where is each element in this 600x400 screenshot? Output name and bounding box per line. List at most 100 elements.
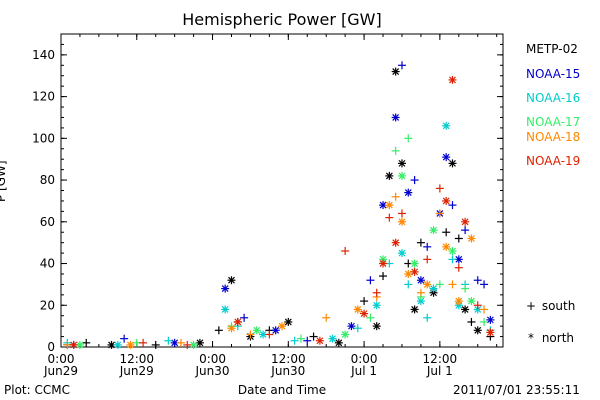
point-stroke — [423, 280, 431, 288]
point-stroke — [348, 322, 355, 330]
point-stroke — [398, 218, 406, 226]
north-point — [404, 188, 413, 197]
point-stroke — [272, 326, 280, 334]
south-point — [366, 313, 375, 322]
x-tick-label-date: Jun29 — [119, 364, 154, 378]
south-point — [391, 146, 400, 155]
point-stroke — [442, 197, 450, 205]
x-tick-label-date: Jul 1 — [426, 364, 453, 378]
point-stroke — [329, 335, 336, 343]
y-tick-label: 60 — [40, 215, 55, 229]
north-point — [461, 305, 470, 314]
south-point — [416, 288, 425, 297]
south-point — [448, 255, 457, 264]
point-stroke — [196, 339, 204, 347]
south-point — [385, 213, 394, 222]
south-point — [480, 305, 489, 314]
north-point — [442, 153, 451, 162]
south-point — [473, 276, 482, 285]
north-point — [328, 334, 337, 343]
north-point — [189, 340, 198, 349]
south-point — [265, 330, 274, 339]
point-stroke — [385, 201, 393, 209]
point-stroke — [398, 172, 406, 180]
point-stroke — [474, 306, 482, 313]
north-point — [448, 159, 457, 168]
legend-item-noaa-17: NOAA-17 — [526, 115, 581, 129]
north-point — [372, 322, 381, 331]
south-point — [120, 334, 129, 343]
south-point — [467, 317, 476, 326]
north-point — [404, 269, 413, 278]
south-point — [82, 338, 91, 347]
north-point — [410, 267, 419, 276]
point-stroke — [221, 306, 229, 313]
north-point — [410, 259, 419, 268]
south-point — [480, 317, 489, 326]
legend-item-noaa-16: NOAA-16 — [526, 91, 581, 105]
south-point — [379, 272, 388, 281]
north-point — [473, 326, 482, 335]
point-stroke — [468, 297, 475, 305]
south-point — [448, 201, 457, 210]
north-point — [397, 171, 406, 180]
point-stroke — [234, 318, 242, 326]
south-point — [139, 338, 148, 347]
north-point — [385, 171, 394, 180]
north-point — [442, 121, 451, 130]
north-point — [416, 276, 425, 285]
north-point — [454, 255, 463, 264]
point-stroke — [449, 159, 456, 167]
point-stroke — [461, 218, 469, 226]
south-point — [416, 238, 425, 247]
north-point — [397, 249, 406, 258]
north-point — [227, 276, 236, 285]
north-point — [347, 322, 356, 331]
x-tick-label-time: 12:00 — [423, 352, 458, 366]
x-tick-label-time: 0:00 — [351, 352, 378, 366]
south-point — [454, 263, 463, 272]
south-point — [473, 301, 482, 310]
south-point — [309, 332, 318, 341]
point-stroke — [284, 318, 292, 326]
south-point — [410, 176, 419, 185]
north-point — [315, 336, 324, 345]
x-axis-label: Date and Time — [237, 383, 327, 397]
south-point — [461, 226, 470, 235]
south-point — [353, 324, 362, 333]
north-point — [360, 309, 369, 318]
point-stroke — [385, 172, 393, 180]
south-point — [435, 280, 444, 289]
point-stroke — [379, 260, 387, 267]
north-point — [227, 324, 236, 333]
y-tick-label: 40 — [40, 257, 55, 271]
north-point — [429, 226, 438, 235]
point-stroke — [449, 76, 456, 84]
point-stroke — [474, 326, 482, 334]
y-tick-label: 120 — [32, 90, 55, 104]
south-point — [240, 313, 249, 322]
point-stroke — [114, 341, 122, 349]
south-point — [435, 184, 444, 193]
x-tick-label-time: 0:00 — [48, 352, 75, 366]
x-tick-label-time: 12:00 — [119, 352, 154, 366]
point-stroke — [398, 159, 406, 167]
legend-north-symbol: * north — [524, 331, 574, 345]
point-stroke — [468, 235, 475, 242]
point-stroke — [392, 114, 400, 121]
south-point — [461, 284, 470, 293]
south-point — [296, 334, 305, 343]
point-stroke — [430, 285, 437, 292]
north-point — [221, 305, 230, 314]
south-point — [448, 280, 457, 289]
south-point — [391, 192, 400, 201]
x-tick-label-date: Jun29 — [43, 364, 78, 378]
north-point — [379, 259, 388, 268]
x-tick-label-date: Jun30 — [270, 364, 305, 378]
north-label: north — [541, 331, 575, 345]
legend-south-symbol: + south — [524, 299, 575, 313]
north-point — [233, 317, 242, 326]
south-point — [322, 313, 331, 322]
x-tick-label-date: Jun30 — [195, 364, 230, 378]
